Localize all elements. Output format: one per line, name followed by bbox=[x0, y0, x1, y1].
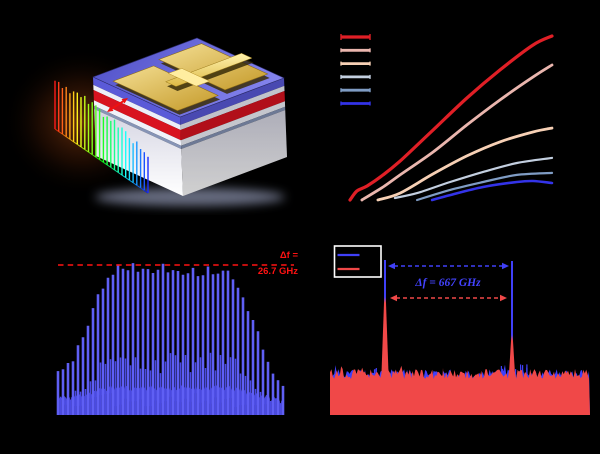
blue-spacing-arrow bbox=[388, 262, 509, 270]
layer-right-spacer-2 bbox=[180, 101, 286, 146]
bottom-glow bbox=[95, 188, 285, 206]
layer-left-thin-layer bbox=[94, 105, 182, 149]
gold-pad-1 bbox=[112, 65, 219, 112]
legend-entry-4 bbox=[340, 74, 371, 79]
layer-right-active-region bbox=[180, 91, 285, 141]
right-face-shading bbox=[180, 78, 287, 196]
red-peaks bbox=[380, 297, 518, 415]
panel-c-comb-spectrum bbox=[56, 263, 294, 415]
layer-left-top-cladding bbox=[93, 77, 181, 125]
comb-annotation-line1: Δf = bbox=[279, 250, 298, 261]
comb-annotation: Δf = 26.7 GHz bbox=[234, 249, 298, 278]
panel-b-line-chart bbox=[340, 34, 554, 202]
legend-box bbox=[333, 245, 382, 278]
mid-bump bbox=[440, 368, 446, 415]
legend-entry-1 bbox=[340, 34, 371, 40]
spacing-annotation: Δf = 667 GHz bbox=[415, 277, 481, 289]
layer-right-thin-layer bbox=[181, 106, 286, 149]
comb-annotation-line2: 26.7 GHz bbox=[257, 266, 298, 277]
series-line-3 bbox=[376, 126, 554, 202]
layer-left-substrate bbox=[94, 109, 183, 196]
layer-right-substrate bbox=[181, 110, 287, 196]
legend-entry-6 bbox=[340, 101, 371, 106]
layer-right-spacer-1 bbox=[180, 85, 285, 130]
series-line-2 bbox=[360, 63, 554, 202]
layer-left-spacer-2 bbox=[93, 100, 182, 146]
emission-direction-arrow bbox=[107, 98, 128, 112]
layer-right-top-cladding bbox=[180, 78, 285, 125]
layer-left-active-region bbox=[93, 90, 181, 141]
comb-teeth bbox=[56, 263, 285, 415]
noise-floor-red bbox=[330, 365, 590, 415]
legend-entry-3 bbox=[340, 61, 371, 66]
comb-subteeth bbox=[59, 352, 282, 415]
series-line-4 bbox=[393, 156, 554, 200]
series-line-6 bbox=[430, 179, 554, 202]
series-line-1 bbox=[348, 34, 554, 202]
red-spacing-arrow bbox=[390, 294, 507, 302]
panel-d-rf-spectrum bbox=[330, 245, 590, 415]
gold-center-pad bbox=[167, 68, 211, 87]
legend-entry-5 bbox=[340, 88, 371, 93]
layer-left-spacer-1 bbox=[93, 84, 181, 130]
emission-comb bbox=[54, 80, 149, 194]
series-line-5 bbox=[416, 171, 554, 202]
panel-a-device-3d bbox=[2, 37, 287, 206]
legend-entry-2 bbox=[340, 48, 371, 53]
